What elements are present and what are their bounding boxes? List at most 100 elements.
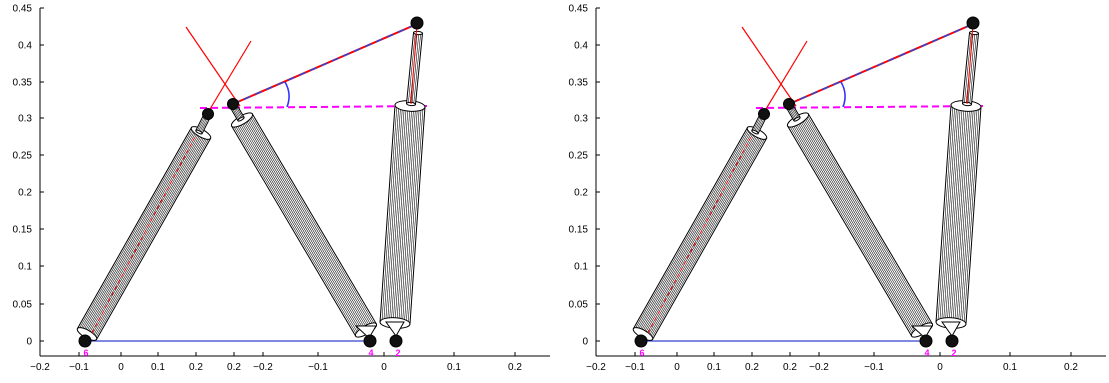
right-cylinder-stripe xyxy=(392,105,409,323)
y-tick-label: 0.1 xyxy=(18,262,32,273)
right-rod-stripe xyxy=(411,33,420,105)
middle-rod-end-cap xyxy=(793,116,801,122)
middle-cylinder-stripe xyxy=(249,115,374,326)
left-rod-base-cap xyxy=(751,129,759,135)
right-cylinder xyxy=(379,100,426,329)
middle-cylinder-stripe xyxy=(790,124,915,335)
joint-top-left xyxy=(758,108,770,120)
joint-base-2 xyxy=(945,334,959,348)
right-cylinder-stripe xyxy=(937,105,954,323)
right-rod-stripe xyxy=(969,33,977,105)
right-cylinder-stripe xyxy=(396,106,413,324)
left-rod-base-cap xyxy=(195,129,203,135)
right-cylinder-stripe xyxy=(954,106,971,324)
left-cylinder-stripe xyxy=(84,131,199,333)
left-cylinder-stripe xyxy=(648,135,763,338)
middle-cylinder-stripe xyxy=(235,123,361,334)
joint-base-6 xyxy=(634,334,648,348)
middle-cylinder-stripe xyxy=(234,124,359,335)
x-tick-label: −0.1 xyxy=(308,362,328,373)
middle-cylinder xyxy=(786,112,934,338)
right-rod-stripe xyxy=(408,32,416,104)
middle-cylinder-stripe xyxy=(232,125,358,336)
panel-right: 0.45 0.4 0.35 0.3 0.25 0.2 0.15 0.1 0.05 0 −0.2 −0.… xyxy=(569,4,1106,373)
left-cylinder-stripe xyxy=(79,128,195,331)
right-cylinder-stripe xyxy=(946,105,963,323)
x-tick-label: 0.1 xyxy=(447,362,461,373)
x-tick-label: −0.2 xyxy=(30,362,50,373)
left-cylinder-stripe xyxy=(637,129,752,332)
middle-cylinder-stripe xyxy=(243,118,368,330)
left-cylinder-stripe xyxy=(78,128,194,330)
x-tick-label: 0.2 xyxy=(745,362,759,373)
middle-cylinder-stripe xyxy=(241,119,367,331)
middle-cylinder-stripe xyxy=(799,118,924,330)
x-tick-label: −0.1 xyxy=(864,362,884,373)
middle-base-cone xyxy=(354,325,377,339)
middle-cylinder-stripe xyxy=(796,120,921,332)
right-cylinder-stripe xyxy=(387,105,403,323)
right-cylinder xyxy=(935,100,982,329)
red-line-a xyxy=(185,26,241,107)
right-cylinder-stripe xyxy=(948,105,965,323)
middle-cylinder-stripe xyxy=(240,120,365,332)
joint-top-center xyxy=(227,98,239,110)
left-cylinder-axis xyxy=(647,134,753,334)
right-cylinder-stripe xyxy=(945,105,961,323)
middle-cylinder-stripe xyxy=(788,125,914,336)
left-cylinder-stripe xyxy=(88,133,203,335)
right-cylinder-stripe xyxy=(961,106,978,324)
middle-cylinder-stripe xyxy=(791,123,917,334)
x-tick-label: 0.2 xyxy=(189,362,203,373)
angle-arc xyxy=(840,81,846,108)
x-tick-label: 0 xyxy=(381,362,387,373)
x-tick-label: 0.2 xyxy=(1064,362,1078,373)
middle-cylinder-stripe xyxy=(247,116,373,327)
joint-base-4 xyxy=(363,334,377,348)
middle-cylinder-stripe xyxy=(803,116,929,327)
left-cylinder-stripe xyxy=(85,132,200,334)
right-cylinder-stripe xyxy=(941,105,957,323)
middle-cylinder-stripe xyxy=(244,118,370,329)
y-tick-label: 0.25 xyxy=(569,151,589,162)
left-cylinder-stripe xyxy=(638,130,754,332)
right-rod-red xyxy=(410,23,418,105)
x-tick-label: −0.1 xyxy=(69,362,89,373)
middle-cylinder-stripe xyxy=(797,119,923,331)
right-cylinder-stripe xyxy=(956,106,972,324)
right-cylinder-stripe xyxy=(950,105,967,324)
x-tick-label: 0.2 xyxy=(783,362,797,373)
left-cylinder-stripe xyxy=(90,135,206,337)
right-rod xyxy=(961,30,980,107)
x-tick-label: 0.1 xyxy=(1003,362,1017,373)
left-cylinder-stripe xyxy=(649,136,765,339)
top-link-blue-dashed xyxy=(232,23,418,105)
joint-label: 4 xyxy=(368,348,373,358)
joint-label: 4 xyxy=(924,348,929,358)
y-tick-label: 0.3 xyxy=(18,114,32,125)
y-tick-label: 0.35 xyxy=(569,78,589,89)
middle-rod-stripe xyxy=(231,107,240,121)
joint-top-right xyxy=(410,16,424,30)
y-tick-label: 0.2 xyxy=(18,188,32,199)
left-cylinder-stripe xyxy=(650,137,766,339)
x-tick-label: 0 xyxy=(118,362,124,373)
red-line-a xyxy=(741,26,797,107)
y-tick-label: 0.3 xyxy=(574,114,588,125)
right-rod-stripe xyxy=(964,32,972,104)
y-tick-label: 0.4 xyxy=(574,41,588,52)
right-rod-red xyxy=(966,23,974,105)
left-cylinder-stripe xyxy=(641,132,756,334)
right-base-cone xyxy=(941,321,961,337)
right-cylinder-stripe xyxy=(389,105,405,323)
x-tick-label: −0.2 xyxy=(809,362,829,373)
y-tick-label: 0.45 xyxy=(569,4,589,15)
middle-cylinder-stripe xyxy=(802,117,927,328)
y-tick-label: 0.05 xyxy=(569,300,589,311)
right-cylinder-stripe xyxy=(958,106,974,324)
y-tick-label: 0.05 xyxy=(13,300,33,311)
joint-top-center xyxy=(783,98,795,110)
left-cylinder-stripe xyxy=(93,136,209,339)
y-tick-label: 0.25 xyxy=(13,151,33,162)
